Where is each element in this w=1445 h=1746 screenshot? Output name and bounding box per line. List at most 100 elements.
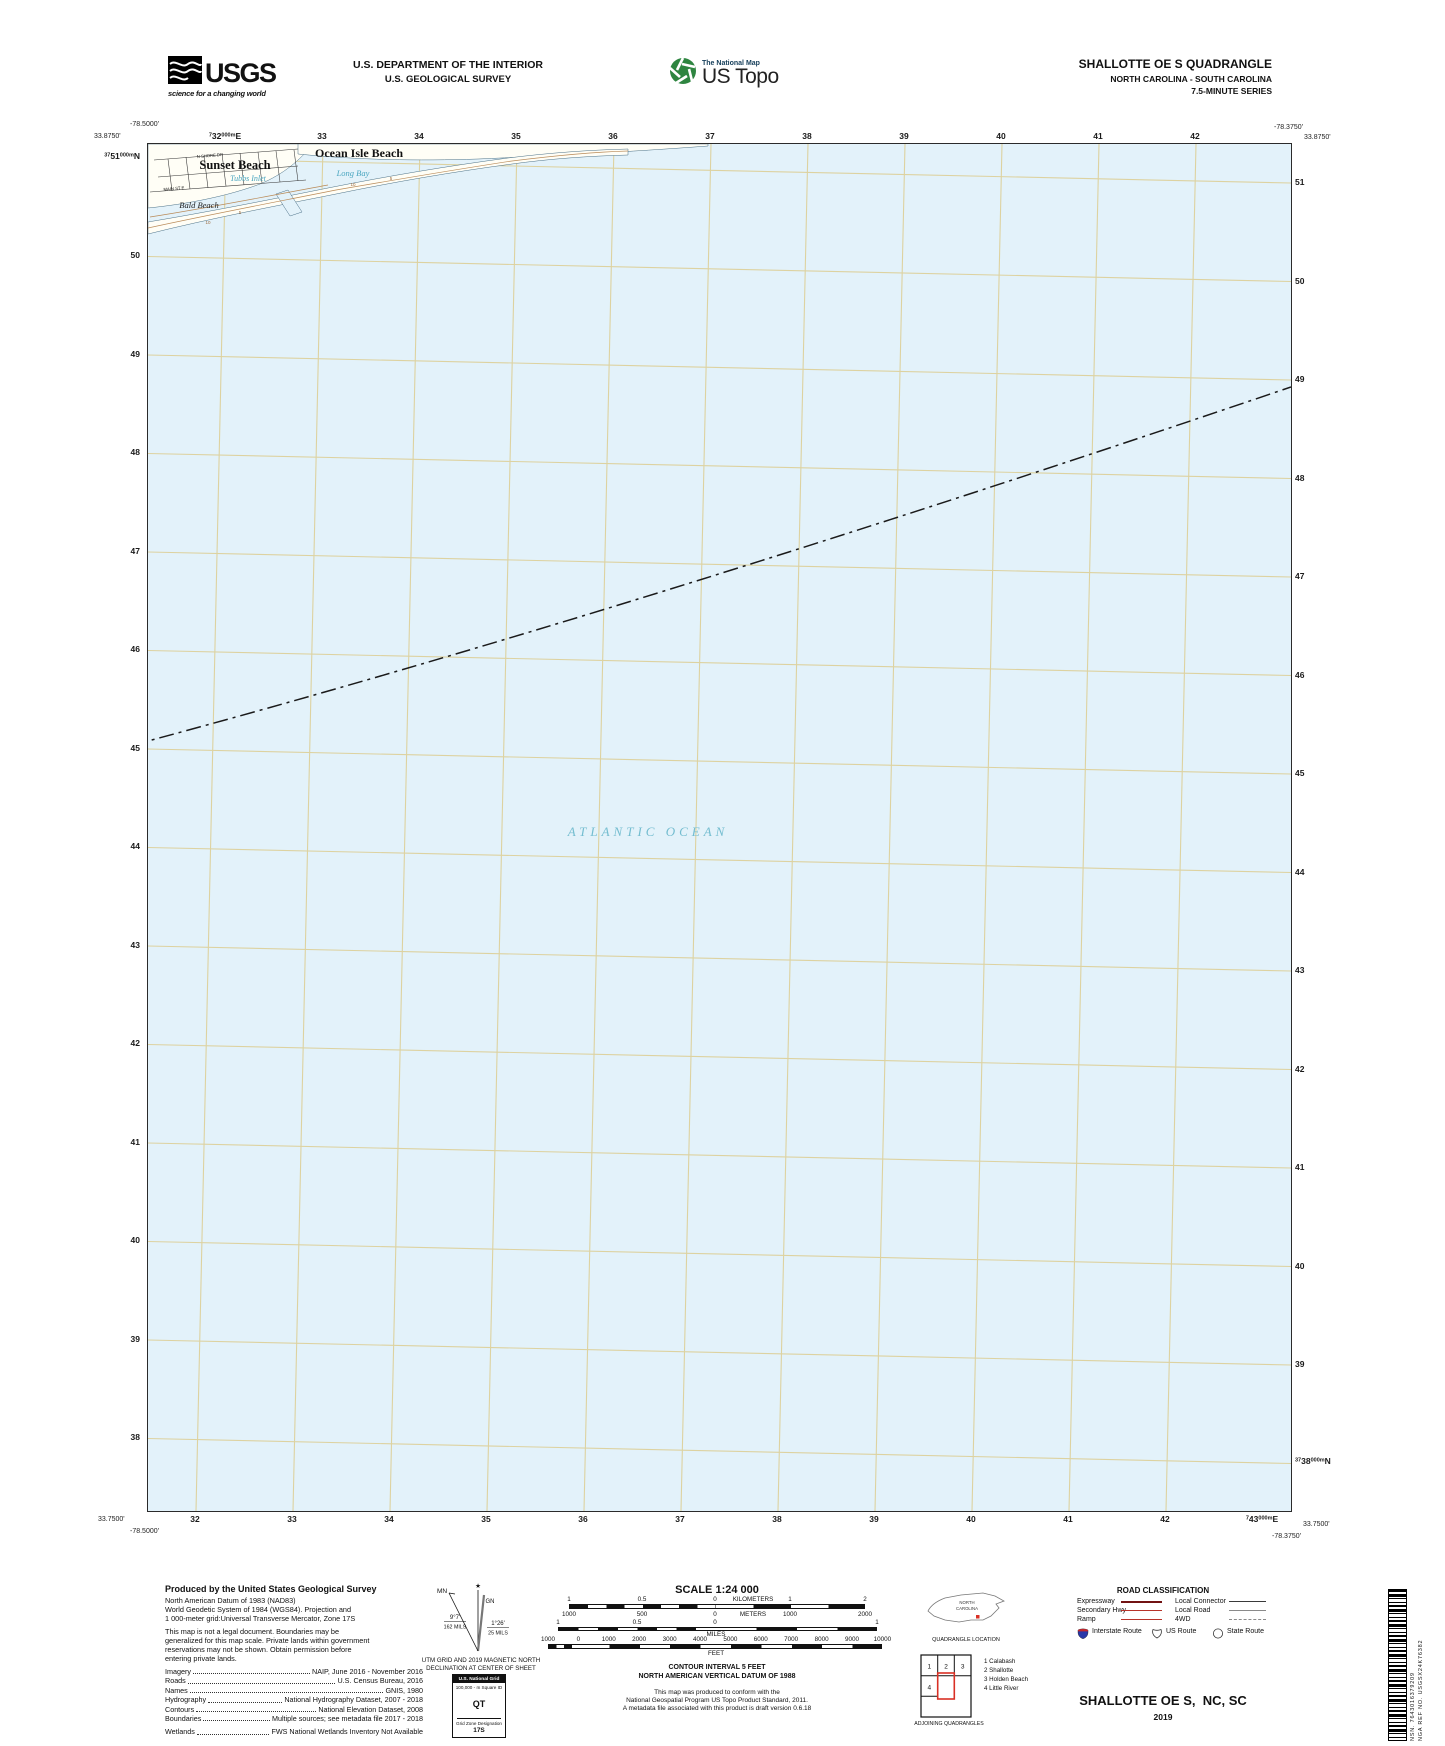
national-map-icon [668,56,698,91]
grid-label-bottom: 32 [190,1514,200,1524]
scale-unit-miles: MILES [706,1631,726,1638]
grid-label-top: 36 [608,131,618,141]
grid-label-left: 40 [130,1235,140,1245]
corner-coord-tr-lat: 33.8750' [1304,134,1331,141]
grid-label-bottom: 39 [869,1514,879,1524]
data-source-row: Contours National Elevation Dataset, 2008 [165,1704,423,1714]
credits-line: reservations may not be shown. Obtain pe… [165,1645,352,1654]
scale-label-km: 0 [713,1596,717,1603]
barrier-beach-strip [148,148,629,235]
mainland-sunset-beach [148,144,314,209]
contour-label: 10 [350,182,356,187]
barcode [1388,1589,1407,1741]
grid-label-right: 41 [1295,1162,1305,1172]
road-class-label: 4WD [1175,1616,1191,1623]
grid-label-top: 37 [705,131,715,141]
local-connector-line-sample [1229,1601,1266,1602]
scale-label-m: METERS [739,1611,767,1618]
grid-label-left: 38 [130,1432,140,1442]
secondary-hwy-line-sample [1121,1610,1162,1611]
corner-coord-br-lat: 33.7500' [1303,1521,1330,1528]
road-class-label: Local Road [1175,1607,1211,1614]
adjoining-quadrangles-diagram: 1 2 3 4 [920,1654,978,1725]
grid-label-left: 42 [130,1038,140,1048]
scale-unit-feet: FEET [707,1650,725,1657]
grid-label-left-first: 3751000mN [104,151,140,161]
grid-label-bottom: 40 [966,1514,976,1524]
grid-label-bottom: 37 [675,1514,685,1524]
grid-label-top: 38 [802,131,812,141]
credits-line: generalized for this map scale. Private … [165,1636,370,1645]
grid-label-top: 42 [1190,131,1200,141]
quadrangle-series: 7.5-MINUTE SERIES [1191,86,1272,96]
grid-label-right: 47 [1295,571,1305,581]
grid-label-right: 49 [1295,374,1305,384]
svg-text:3: 3 [961,1664,965,1671]
grid-label-bottom: 38 [772,1514,782,1524]
true-north-star: ★ [475,1582,481,1590]
usng-zone-label: Grid Zone Designation [456,1721,502,1726]
grid-label-left: 41 [130,1136,140,1147]
road-class-label: Ramp [1077,1616,1096,1623]
ocean-label: ATLANTIC OCEAN [567,824,729,839]
scale-label-ft: 3000 [662,1636,677,1643]
contour-label: 5 [239,210,242,215]
corner-coord-tr-lon: -78.3750' [1274,124,1303,131]
usng-box: U.S. National Grid 100,000 - m Square ID… [452,1674,506,1738]
scale-label-mi: 1 [556,1619,560,1626]
road-label-n-shore-dr: N SHORE DR [197,152,224,159]
scale-label-ft: 1000 [601,1636,616,1643]
expressway-line-sample [1121,1601,1162,1603]
map-canvas: Sunset Beach Ocean Isle Beach Long Bay T… [147,143,1292,1512]
street-grid [149,148,307,193]
agency-title: U.S. DEPARTMENT OF THE INTERIOR U.S. GEO… [318,59,578,85]
us-route-shield-icon [1151,1626,1163,1644]
maritime-boundary-line [148,386,1291,742]
credits-line: entering private lands. [165,1654,237,1663]
ocean-isle-beach-island [297,144,709,161]
scale-label-m: 1000 [561,1611,577,1618]
state-route-icon [1212,1626,1224,1644]
nga-ref-label: NGA REF NO. USGSX24K76382 [1418,1639,1424,1741]
vertical-datum-note: NORTH AMERICAN VERTICAL DATUM OF 1988 [638,1673,796,1680]
scale-label-ft: 4000 [692,1636,708,1643]
quadrangle-states: NORTH CAROLINA - SOUTH CAROLINA [1110,74,1272,84]
quadrangle-location-caption: QUADRANGLE LOCATION [932,1637,1000,1643]
scale-label-mi: 1 [875,1619,879,1626]
scale-label-km: 1 [788,1596,792,1603]
grid-label-top: 41 [1093,131,1103,141]
data-source-row: Wetlands FWS National Wetlands Inventory … [165,1727,423,1737]
data-source-row: Hydrography National Hydrography Dataset,… [165,1695,423,1705]
contour-label: 5 [390,176,393,181]
scale-label-m: 1000 [782,1611,798,1618]
scale-label-km: 2 [863,1596,867,1603]
declination-diagram: ★ MN GN 9°7' 162 MILS 1°26' 25 MILS [425,1581,535,1660]
tubbs-inlet-cut [275,189,303,217]
grid-label-left: 47 [130,545,140,556]
mn-degrees: 9°7' [450,1615,460,1621]
magnetic-north-label: MN [437,1588,447,1595]
scale-label-ft: 1000 [540,1636,556,1643]
grid-label-bottom: 42 [1160,1514,1170,1524]
mn-mils: 162 MILS [444,1625,467,1631]
credits-line: 1 000-meter grid:Universal Transverse Me… [165,1614,356,1623]
scale-label-mi: 0 [713,1619,717,1626]
ramp-line-sample [1121,1619,1162,1620]
grid-label-top: 33 [317,131,327,141]
product-note: A metadata file associated with this pro… [622,1705,812,1712]
grid-north-label: GN [486,1599,495,1605]
gn-mils: 25 MILS [488,1631,508,1637]
state-outline-north-carolina: NORTH CAROLINA [925,1589,1007,1634]
grid-label-left: 39 [130,1333,140,1344]
place-label-sunset-beach: Sunset Beach [199,158,270,172]
contour-lines [148,150,629,229]
sheet-year: 2019 [1153,1712,1173,1722]
data-source-row: Imagery NAIP, June 2016 - November 2016 [165,1667,423,1676]
grid-label-left: 48 [130,447,140,457]
grid-label-bottom: 41 [1063,1514,1073,1524]
local-road-line-sample [1229,1610,1266,1611]
scale-label-ft: 5000 [723,1636,738,1643]
scale-bar-feet [548,1644,882,1649]
grid-label-right: 39 [1295,1359,1305,1369]
adjoining-quadrangles-legend: 1 Calabash 2 Shallotte 3 Holden Beach 4 … [984,1658,1029,1692]
